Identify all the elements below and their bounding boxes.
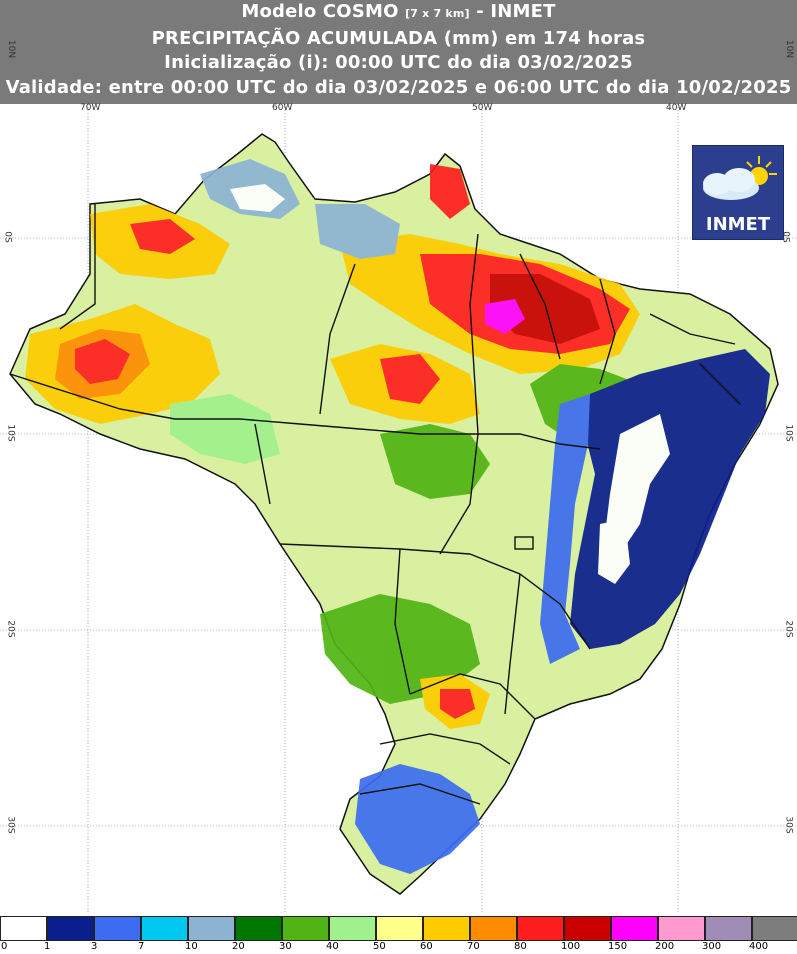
legend-label: 20 bbox=[232, 941, 245, 952]
model-name: Modelo COSMO bbox=[241, 1, 406, 22]
legend-label: 150 bbox=[608, 941, 628, 952]
legend-label: 300 bbox=[702, 941, 722, 952]
lon-label-40w: 40W bbox=[666, 103, 687, 113]
lon-label-70w: 70W bbox=[80, 103, 101, 113]
lat-label-0s-left: 0S bbox=[2, 231, 13, 243]
legend-label: 3 bbox=[91, 941, 98, 952]
inmet-logo: INMET bbox=[692, 145, 784, 240]
legend-label: 100 bbox=[561, 941, 581, 952]
legend-swatch bbox=[329, 916, 376, 941]
legend-label: 60 bbox=[420, 941, 433, 952]
color-legend: 0 1 3 7 10 20 30 40 50 60 70 80 100 150 200 300 400 bbox=[0, 913, 797, 954]
lat-label-10s-right: 10S bbox=[783, 424, 794, 442]
legend-swatch bbox=[376, 916, 423, 941]
legend-label: 40 bbox=[326, 941, 339, 952]
legend-bar bbox=[0, 916, 797, 941]
title-line-2: PRECIPITAÇÃO ACUMULADA (mm) em 174 horas bbox=[151, 27, 646, 49]
legend-swatch bbox=[282, 916, 329, 941]
lat-label-30s-left: 30S bbox=[5, 816, 16, 834]
legend-label: 80 bbox=[514, 941, 527, 952]
lat-label-10n-right: 10N bbox=[784, 39, 795, 59]
legend-swatch bbox=[564, 916, 611, 941]
legend-label: 1 bbox=[44, 941, 51, 952]
legend-label: 30 bbox=[279, 941, 292, 952]
legend-swatch bbox=[47, 916, 94, 941]
sun-cloud-icon bbox=[703, 156, 777, 200]
legend-swatch bbox=[470, 916, 517, 941]
legend-swatch bbox=[141, 916, 188, 941]
map-canvas bbox=[0, 41, 797, 912]
title-line-3: Inicialização (i): 00:00 UTC do dia 03/0… bbox=[164, 52, 633, 73]
legend-label: 200 bbox=[655, 941, 675, 952]
legend-label: 10 bbox=[185, 941, 198, 952]
legend-label: 0 bbox=[1, 941, 8, 952]
state-borders bbox=[9, 204, 741, 805]
agency-name: - INMET bbox=[469, 1, 556, 22]
title-line-4: Validade: entre 00:00 UTC do dia 03/02/2… bbox=[5, 76, 792, 98]
legend-swatch bbox=[611, 916, 658, 941]
legend-swatch bbox=[94, 916, 141, 941]
legend-swatch bbox=[423, 916, 470, 941]
legend-swatch bbox=[705, 916, 752, 941]
legend-label: 50 bbox=[373, 941, 386, 952]
map-header: Modelo COSMO [7 x 7 km] - INMET PRECIPIT… bbox=[0, 0, 797, 104]
lat-label-20s-right: 20S bbox=[783, 620, 794, 638]
lat-label-10n-left: 10N bbox=[6, 39, 17, 59]
legend-swatch bbox=[0, 916, 47, 941]
lat-label-10s-left: 10S bbox=[5, 424, 16, 442]
legend-swatch bbox=[752, 916, 797, 941]
federal-district bbox=[514, 536, 534, 550]
legend-swatch bbox=[188, 916, 235, 941]
logo-text: INMET bbox=[705, 214, 771, 235]
lon-label-50w: 50W bbox=[472, 103, 493, 113]
legend-swatch bbox=[517, 916, 564, 941]
legend-label: 70 bbox=[467, 941, 480, 952]
legend-label: 7 bbox=[138, 941, 145, 952]
precip-overlay bbox=[25, 159, 770, 874]
lat-label-20s-left: 20S bbox=[5, 620, 16, 638]
legend-swatch bbox=[235, 916, 282, 941]
legend-label: 400 bbox=[749, 941, 769, 952]
legend-swatch bbox=[658, 916, 705, 941]
lon-label-60w: 60W bbox=[272, 103, 293, 113]
model-resolution: [7 x 7 km] bbox=[405, 7, 470, 20]
lat-label-30s-right: 30S bbox=[783, 816, 794, 834]
precipitation-map: 70W 60W 50W 40W 10N 0S 10S 20S 30S 10N 0… bbox=[0, 40, 797, 912]
title-line-1: Modelo COSMO [7 x 7 km] - INMET bbox=[0, 0, 797, 27]
